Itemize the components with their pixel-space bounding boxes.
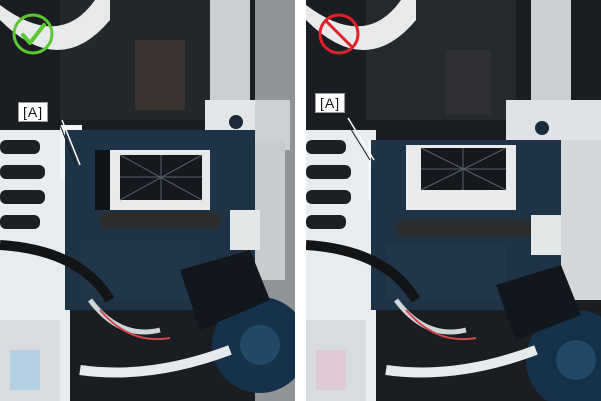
- callout-label-a: [A]: [18, 102, 49, 122]
- printer-interior-photo: [0, 0, 295, 401]
- callout-label-a: [A]: [315, 93, 346, 113]
- photo-panel-correct: [A]: [0, 0, 295, 401]
- printer-interior-photo: [306, 0, 601, 401]
- check-mark-icon: [11, 12, 55, 56]
- photo-panel-incorrect: [A]: [306, 0, 601, 401]
- prohibited-icon: [317, 12, 361, 56]
